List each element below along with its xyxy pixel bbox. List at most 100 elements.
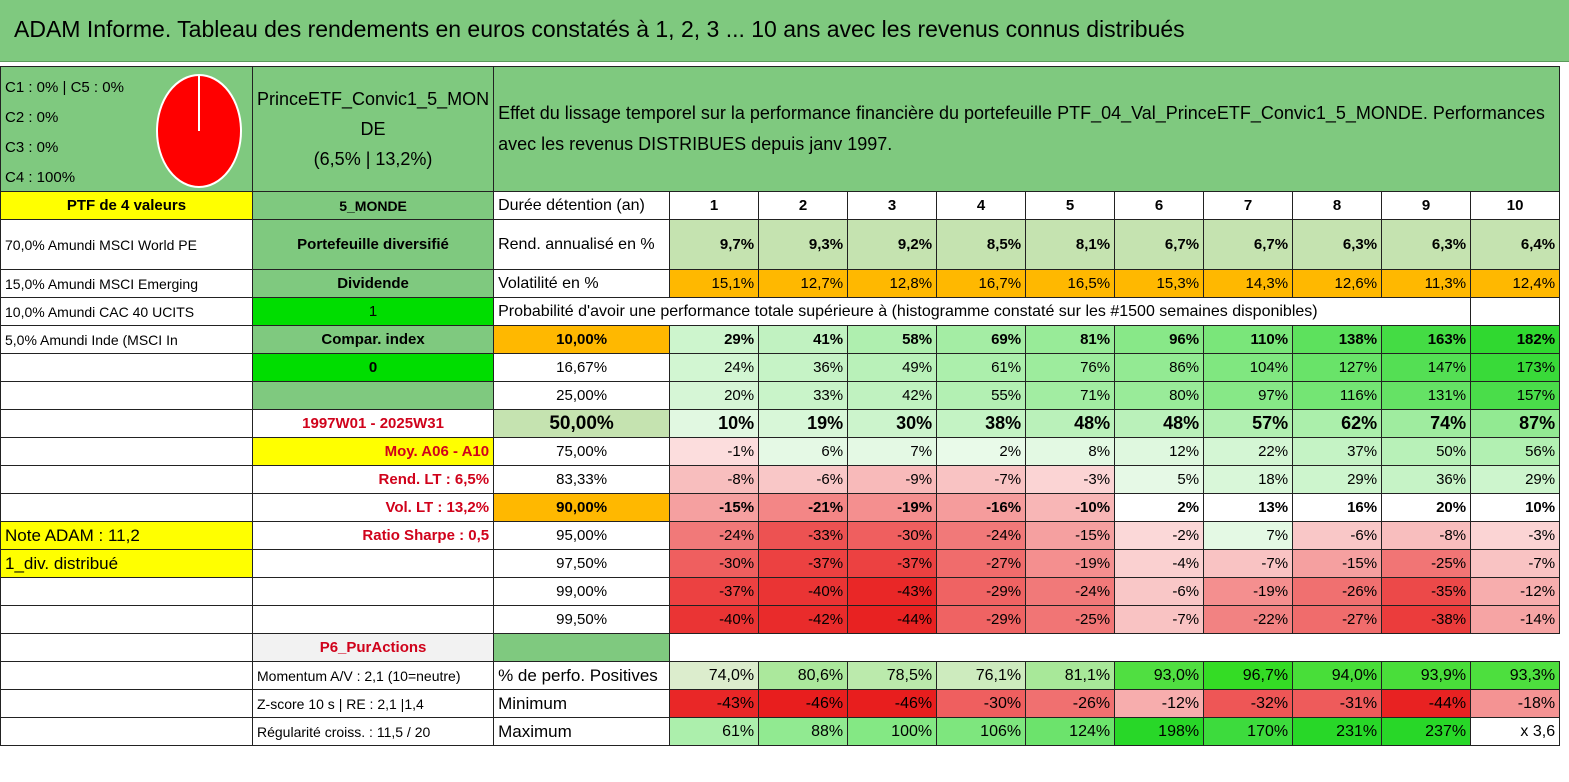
pie-legend: C1 : 0% | C5 : 0% C2 : 0% C3 : 0% C4 : 1… <box>5 73 124 191</box>
quantile-value: 147% <box>1381 353 1472 382</box>
portfolio-header: PTF de 4 valeurs <box>0 191 253 220</box>
quantile-value: 87% <box>1470 409 1561 438</box>
fund-name-cell: PrinceETF_Convic1_5_MON DE (6,5% | 13,2%… <box>251 66 495 192</box>
quantile-value: -19% <box>1025 549 1116 578</box>
quantile-value: 62% <box>1292 409 1383 438</box>
quantile-value: -3% <box>1470 521 1561 550</box>
pos-cell: 81,1% <box>1025 661 1116 690</box>
quantile-value: 33% <box>758 381 849 410</box>
quantile-value: 19% <box>758 409 849 438</box>
pos-cell: 76,1% <box>936 661 1027 690</box>
quantile-value: 74% <box>1381 409 1472 438</box>
empty-cell <box>0 437 253 466</box>
min-cell: -31% <box>1292 689 1383 718</box>
rend-cell: 9,2% <box>847 219 938 270</box>
empty-cell <box>0 493 253 522</box>
quantile-label: 99,00% <box>493 577 671 606</box>
empty-cell <box>251 605 495 634</box>
quantile-value: -4% <box>1114 549 1205 578</box>
rend-cell: 8,5% <box>936 219 1027 270</box>
quantile-value: -9% <box>847 465 938 494</box>
year-header: 5 <box>1025 191 1116 220</box>
quantile-value: 157% <box>1470 381 1561 410</box>
year-header: 3 <box>847 191 938 220</box>
quantile-value: -12% <box>1470 577 1561 606</box>
quantile-value: 2% <box>936 437 1027 466</box>
regularite-label: Régularité croiss. : 11,5 / 20 <box>251 717 495 746</box>
min-cell: -12% <box>1114 689 1205 718</box>
quantile-value: 138% <box>1292 325 1383 354</box>
quantile-value: -19% <box>847 493 938 522</box>
pie-chart <box>156 74 242 188</box>
page-title: ADAM Informe. Tableau des rendements en … <box>14 16 1185 42</box>
holding-item: 10,0% Amundi CAC 40 UCITS <box>0 297 253 326</box>
rend-cell: 6,3% <box>1292 219 1383 270</box>
quantile-value: -6% <box>1292 521 1383 550</box>
quantile-value: -3% <box>1025 465 1116 494</box>
quantile-value: -30% <box>847 521 938 550</box>
region-label: 5_MONDE <box>251 191 495 220</box>
quantile-value: -22% <box>1203 605 1294 634</box>
empty-cell <box>0 577 253 606</box>
quantile-value: 81% <box>1025 325 1116 354</box>
quantile-value: -43% <box>847 577 938 606</box>
quantile-value: 42% <box>847 381 938 410</box>
period-label: 1997W01 - 2025W31 <box>251 409 495 438</box>
quantile-value: 41% <box>758 325 849 354</box>
empty-cell <box>0 409 253 438</box>
quantile-value: 29% <box>1292 465 1383 494</box>
diversified-label: Portefeuille diversifié <box>251 219 495 270</box>
compar-value: 0 <box>251 353 495 382</box>
empty-cell <box>0 689 253 718</box>
pie-legend-item: C4 : 100% <box>5 169 76 186</box>
rend-cell: 6,7% <box>1114 219 1205 270</box>
quantile-value: 13% <box>1203 493 1294 522</box>
quantile-value: 97% <box>1203 381 1294 410</box>
quantile-value: 7% <box>1203 521 1294 550</box>
quantile-value: 182% <box>1470 325 1561 354</box>
vol-cell: 12,7% <box>758 269 849 298</box>
quantile-value: 5% <box>1114 465 1205 494</box>
rend-cell: 8,1% <box>1025 219 1116 270</box>
category-label: P6_PurActions <box>251 633 495 662</box>
max-cell: 100% <box>847 717 938 746</box>
empty-cell <box>0 353 253 382</box>
quantile-value: -7% <box>1203 549 1294 578</box>
sharpe-label: Ratio Sharpe : 0,5 <box>251 521 495 550</box>
holding-item: 70,0% Amundi MSCI World PE <box>0 219 253 270</box>
quantile-value: -33% <box>758 521 849 550</box>
quantile-value: 22% <box>1203 437 1294 466</box>
pos-cell: 78,5% <box>847 661 938 690</box>
quantile-label: 97,50% <box>493 549 671 578</box>
quantile-value: -6% <box>1114 577 1205 606</box>
quantile-value: -42% <box>758 605 849 634</box>
quantile-value: -2% <box>1114 521 1205 550</box>
min-cell: -18% <box>1470 689 1561 718</box>
vol-cell: 12,4% <box>1470 269 1561 298</box>
quantile-value: -26% <box>1292 577 1383 606</box>
quantile-value: -37% <box>669 577 760 606</box>
empty-cell <box>670 634 1560 662</box>
quantile-value: 80% <box>1114 381 1205 410</box>
quantile-value: 18% <box>1203 465 1294 494</box>
quantile-value: -7% <box>936 465 1027 494</box>
quantile-value: -21% <box>758 493 849 522</box>
empty-cell <box>0 661 253 690</box>
quantile-value: 6% <box>758 437 849 466</box>
quantile-value: -15% <box>1025 521 1116 550</box>
quantile-value: -24% <box>936 521 1027 550</box>
quantile-value: -8% <box>669 465 760 494</box>
min-cell: -26% <box>1025 689 1116 718</box>
quantile-value: 71% <box>1025 381 1116 410</box>
empty-cell <box>0 633 253 662</box>
quantile-value: 29% <box>1470 465 1561 494</box>
quantile-label: 50,00% <box>493 409 671 438</box>
empty-cell <box>0 717 253 746</box>
pos-cell: 94,0% <box>1292 661 1383 690</box>
empty-cell <box>251 577 495 606</box>
fund-name-line2: DE <box>360 119 386 139</box>
quantile-value: -25% <box>1381 549 1472 578</box>
empty-cell <box>0 605 253 634</box>
max-cell: 61% <box>669 717 760 746</box>
quantile-value: -24% <box>669 521 760 550</box>
